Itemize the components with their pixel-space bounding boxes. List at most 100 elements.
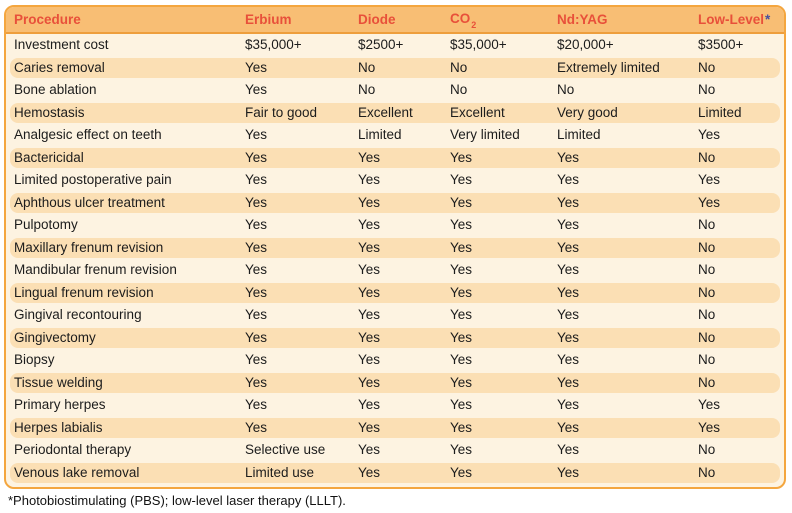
value-cell: Yes: [358, 307, 381, 322]
value-cell: Limited use: [245, 464, 315, 480]
value-cell: Yes: [450, 239, 473, 255]
value-cell: Yes: [245, 127, 268, 142]
value-cell: No: [698, 329, 716, 345]
column-header-co: CO2: [450, 11, 557, 29]
value-cell: Yes: [358, 194, 381, 210]
table-body: Investment cost $35,000+ $2500+ $35,000+ $20…: [6, 34, 784, 487]
value-cell: Yes: [358, 149, 381, 165]
value-cell: Yes: [450, 374, 473, 390]
value-cell: No: [358, 59, 376, 75]
value-cell: Yes: [557, 464, 580, 480]
procedure-cell: Periodontal therapy: [14, 442, 132, 457]
value-cell: No: [698, 239, 716, 255]
value-cell: No: [358, 82, 376, 97]
procedure-cell: Bactericidal: [14, 149, 84, 165]
value-cell: Yes: [450, 149, 473, 165]
value-cell: Yes: [557, 262, 580, 277]
value-cell: $2500+: [358, 37, 404, 52]
procedure-cell: Mandibular frenum revision: [14, 262, 177, 277]
table-row: Limited postoperative pain Yes Yes Yes Yes Ye…: [6, 169, 784, 192]
procedure-cell: Hemostasis: [14, 104, 85, 120]
value-cell: Yes: [245, 239, 268, 255]
value-cell: Yes: [245, 194, 268, 210]
value-cell: Extremely limited: [557, 59, 660, 75]
column-header-label: Procedure: [14, 12, 81, 27]
value-cell: Yes: [358, 284, 381, 300]
value-cell: Yes: [450, 397, 473, 412]
value-cell: No: [557, 82, 575, 97]
value-cell: Excellent: [450, 104, 505, 120]
footnote-asterisk: *: [765, 12, 771, 27]
value-cell: Yes: [245, 172, 268, 187]
column-header-subscript: 2: [471, 20, 477, 29]
value-cell: Yes: [698, 172, 721, 187]
column-header-diode: Diode: [358, 12, 450, 27]
table-row: Biopsy Yes Yes Yes Yes No: [6, 349, 784, 372]
table-row: Lingual frenum revision Yes Yes Yes Yes No: [6, 282, 784, 305]
procedure-cell: Analgesic effect on teeth: [14, 127, 162, 142]
table-row: Pulpotomy Yes Yes Yes Yes No: [6, 214, 784, 237]
value-cell: Yes: [450, 442, 473, 457]
value-cell: Yes: [358, 172, 381, 187]
value-cell: Yes: [557, 419, 580, 435]
value-cell: No: [698, 59, 716, 75]
value-cell: No: [698, 352, 716, 367]
value-cell: Yes: [245, 262, 268, 277]
table-footnote: *Photobiostimulating (PBS); low-level la…: [8, 493, 346, 508]
procedure-cell: Lingual frenum revision: [14, 284, 154, 300]
value-cell: Yes: [698, 397, 721, 412]
value-cell: Yes: [358, 442, 381, 457]
value-cell: Yes: [450, 194, 473, 210]
value-cell: $35,000+: [450, 37, 507, 52]
column-header-label: CO: [450, 10, 471, 26]
value-cell: Yes: [450, 307, 473, 322]
value-cell: No: [698, 442, 716, 457]
value-cell: Yes: [245, 284, 268, 300]
table-row: Analgesic effect on teeth Yes Limited Very …: [6, 124, 784, 147]
value-cell: Yes: [450, 352, 473, 367]
procedure-cell: Caries removal: [14, 59, 105, 75]
value-cell: Yes: [358, 374, 381, 390]
value-cell: Excellent: [358, 104, 413, 120]
laser-comparison-table: Procedure Erbium Diode CO2 Nd:YAG Low-Level* …: [4, 5, 786, 489]
value-cell: Limited: [557, 127, 601, 142]
value-cell: Yes: [557, 397, 580, 412]
table-row: Primary herpes Yes Yes Yes Yes Yes: [6, 394, 784, 417]
table-row: Investment cost $35,000+ $2500+ $35,000+ $20…: [6, 34, 784, 57]
value-cell: Yes: [698, 419, 721, 435]
value-cell: Yes: [245, 82, 268, 97]
value-cell: No: [450, 82, 468, 97]
value-cell: Yes: [245, 419, 268, 435]
column-header-procedure: Procedure: [14, 12, 245, 27]
value-cell: Yes: [557, 217, 580, 232]
value-cell: Yes: [557, 149, 580, 165]
value-cell: No: [698, 262, 716, 277]
value-cell: Yes: [450, 172, 473, 187]
table-row: Tissue welding Yes Yes Yes Yes No: [6, 372, 784, 395]
value-cell: Yes: [557, 284, 580, 300]
value-cell: Yes: [450, 419, 473, 435]
procedure-cell: Maxillary frenum revision: [14, 239, 164, 255]
value-cell: No: [698, 82, 716, 97]
value-cell: Yes: [557, 329, 580, 345]
table-row: Caries removal Yes No No Extremely limited No: [6, 57, 784, 80]
value-cell: Selective use: [245, 442, 326, 457]
value-cell: Yes: [557, 352, 580, 367]
procedure-cell: Bone ablation: [14, 82, 97, 97]
column-header-label: Diode: [358, 12, 396, 27]
value-cell: Yes: [358, 239, 381, 255]
value-cell: Fair to good: [245, 104, 318, 120]
value-cell: No: [698, 217, 716, 232]
procedure-cell: Investment cost: [14, 37, 109, 52]
procedure-cell: Aphthous ulcer treatment: [14, 194, 165, 210]
value-cell: Yes: [358, 217, 381, 232]
value-cell: Yes: [450, 262, 473, 277]
value-cell: No: [698, 464, 716, 480]
value-cell: No: [698, 284, 716, 300]
value-cell: Very limited: [450, 127, 520, 142]
column-header-label: Erbium: [245, 12, 292, 27]
value-cell: Yes: [450, 329, 473, 345]
value-cell: Yes: [245, 352, 268, 367]
table-row: Hemostasis Fair to good Excellent Excellent…: [6, 102, 784, 125]
value-cell: Yes: [450, 284, 473, 300]
